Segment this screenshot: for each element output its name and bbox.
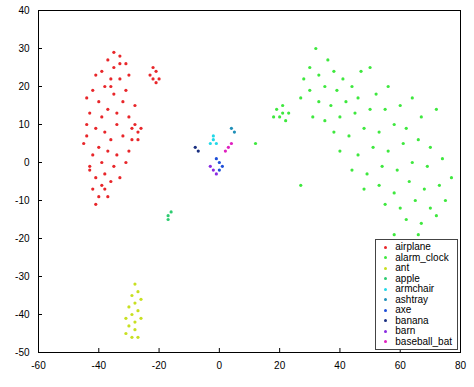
html-text:baseball_bat: baseball_bat <box>395 335 452 347</box>
svg-text:-60: -60 <box>31 360 46 371</box>
svg-text:-20: -20 <box>152 360 167 371</box>
html-text:airplane: airplane <box>395 241 431 252</box>
svg-text:-50: -50 <box>15 347 30 358</box>
svg-text:-40: -40 <box>15 309 30 320</box>
html-text:armchair: armchair <box>395 283 435 294</box>
svg-text:60: 60 <box>395 360 407 371</box>
svg-text:40: 40 <box>334 360 346 371</box>
svg-text:30: 30 <box>18 43 30 54</box>
html-text:alarm_clock: alarm_clock <box>395 251 449 263</box>
html-text:banana: banana <box>395 314 429 326</box>
html-text:apple: apple <box>395 272 420 284</box>
svg-text:-20: -20 <box>15 233 30 244</box>
html-text:barn: barn <box>395 325 416 336</box>
svg-text:20: 20 <box>274 360 286 371</box>
html-text:ashtray: ashtray <box>395 293 429 305</box>
svg-text:0: 0 <box>24 157 30 168</box>
svg-text:0: 0 <box>217 360 223 371</box>
svg-text:-10: -10 <box>15 195 30 206</box>
html-text:axe: axe <box>395 304 412 315</box>
svg-text:-30: -30 <box>15 271 30 282</box>
svg-text:40: 40 <box>18 5 30 16</box>
html-text:ant: ant <box>395 262 410 273</box>
svg-text:20: 20 <box>18 81 30 92</box>
svg-text:80: 80 <box>455 360 467 371</box>
svg-text:10: 10 <box>18 119 30 130</box>
svg-text:-40: -40 <box>92 360 107 371</box>
